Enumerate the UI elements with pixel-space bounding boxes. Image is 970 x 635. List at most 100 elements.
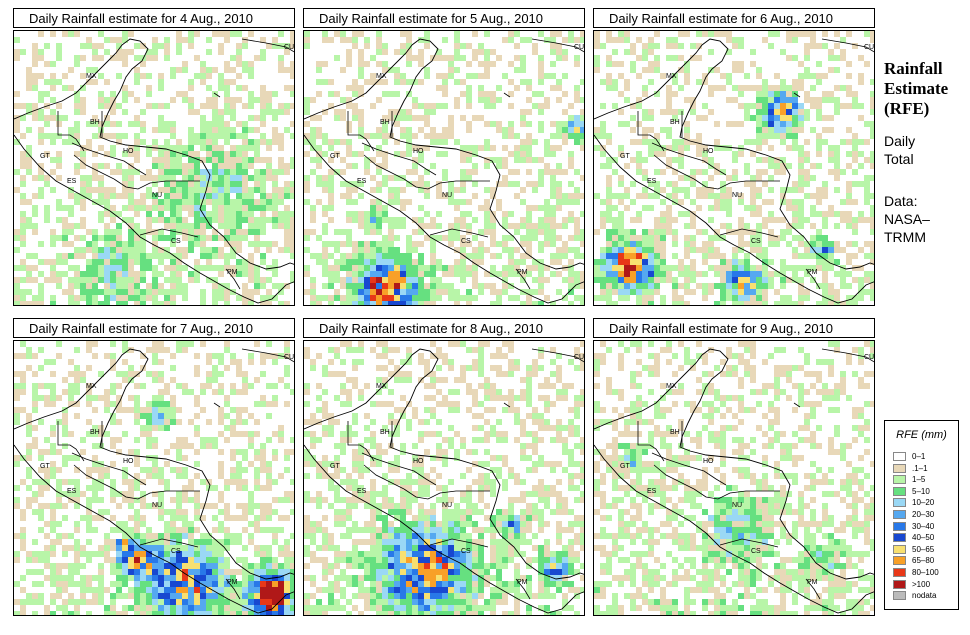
rainfall-cell — [44, 217, 50, 223]
rainfall-cell — [346, 289, 352, 295]
rainfall-cell — [20, 301, 26, 305]
rainfall-cell — [418, 289, 424, 295]
rainfall-cell — [418, 37, 424, 43]
rainfall-cell — [678, 283, 684, 289]
rainfall-cell — [708, 31, 714, 37]
rainfall-cell — [310, 133, 316, 139]
rainfall-cell — [278, 109, 284, 115]
rainfall-cell — [86, 527, 92, 533]
rainfall-cell — [568, 235, 574, 241]
rainfall-cell — [834, 289, 840, 295]
rainfall-cell — [242, 301, 248, 305]
rainfall-cell — [260, 103, 266, 109]
rainfall-cell — [406, 265, 412, 271]
rainfall-cell — [490, 157, 496, 163]
rainfall-cell — [62, 259, 68, 265]
rainfall-cell — [104, 115, 110, 121]
rainfall-cell — [630, 181, 636, 187]
rainfall-cell — [128, 295, 134, 301]
rainfall-cell — [478, 205, 484, 211]
rainfall-cell — [254, 187, 260, 193]
rainfall-cell — [236, 419, 242, 425]
rainfall-cell — [406, 235, 412, 241]
rainfall-cell — [418, 295, 424, 301]
rainfall-cell — [140, 533, 146, 539]
rainfall-cell — [20, 353, 26, 359]
rainfall-cell — [556, 133, 562, 139]
rainfall-cell — [358, 193, 364, 199]
rainfall-cell — [550, 253, 556, 259]
rainfall-cell — [50, 599, 56, 605]
rainfall-cell — [128, 229, 134, 235]
rainfall-cell — [236, 461, 242, 467]
rainfall-cell — [194, 473, 200, 479]
rainfall-cell — [328, 169, 334, 175]
rainfall-cell — [364, 211, 370, 217]
rainfall-cell — [556, 271, 562, 277]
rainfall-cell — [328, 277, 334, 283]
rainfall-cell — [116, 247, 122, 253]
rainfall-cell — [460, 295, 466, 301]
rainfall-cell — [92, 241, 98, 247]
rainfall-cell — [92, 235, 98, 241]
rainfall-cell — [526, 265, 532, 271]
rainfall-cell — [92, 283, 98, 289]
rainfall-cell — [580, 127, 584, 133]
rainfall-cell — [756, 169, 762, 175]
rainfall-cell — [218, 557, 224, 563]
rainfall-cell — [612, 247, 618, 253]
rainfall-cell — [92, 43, 98, 49]
rainfall-cell — [612, 85, 618, 91]
rainfall-cell — [200, 103, 206, 109]
rainfall-cell — [248, 289, 254, 295]
rainfall-cell — [556, 371, 562, 377]
rainfall-cell — [56, 55, 62, 61]
rainfall-cell — [218, 353, 224, 359]
rainfall-cell — [44, 533, 50, 539]
rainfall-cell — [454, 31, 460, 37]
rainfall-cell — [358, 211, 364, 217]
rainfall-cell — [122, 49, 128, 55]
rainfall-cell — [382, 139, 388, 145]
rainfall-cell — [544, 37, 550, 43]
rainfall-cell — [606, 271, 612, 277]
rainfall-cell — [218, 235, 224, 241]
rainfall-cell — [768, 133, 774, 139]
rainfall-cell — [116, 371, 122, 377]
rainfall-cell — [822, 97, 828, 103]
rainfall-cell — [122, 55, 128, 61]
rainfall-cell — [744, 103, 750, 109]
rainfall-cell — [762, 127, 768, 133]
rainfall-cell — [798, 187, 804, 193]
rainfall-cell — [436, 347, 442, 353]
rainfall-cell — [98, 551, 104, 557]
rainfall-cell — [756, 265, 762, 271]
rainfall-cell — [20, 515, 26, 521]
rainfall-cell — [846, 283, 852, 289]
rainfall-cell — [550, 229, 556, 235]
rainfall-cell — [388, 241, 394, 247]
rainfall-cell — [158, 539, 164, 545]
rainfall-cell — [630, 61, 636, 67]
rainfall-cell — [236, 133, 242, 139]
rainfall-cell — [290, 277, 294, 283]
rainfall-cell — [478, 353, 484, 359]
rainfall-cell — [430, 235, 436, 241]
rainfall-cell — [406, 127, 412, 133]
rainfall-cell — [792, 211, 798, 217]
rainfall-cell — [140, 467, 146, 473]
rainfall-cell — [38, 527, 44, 533]
rainfall-cell — [858, 277, 864, 283]
rainfall-cell — [218, 43, 224, 49]
rainfall-cell — [750, 277, 756, 283]
rainfall-cell — [418, 229, 424, 235]
rainfall-cell — [128, 121, 134, 127]
rainfall-cell — [38, 31, 44, 37]
rainfall-cell — [864, 289, 870, 295]
rainfall-cell — [14, 419, 20, 425]
rainfall-cell — [370, 187, 376, 193]
rainfall-cell — [62, 253, 68, 259]
rainfall-cell — [272, 449, 278, 455]
rainfall-cell — [74, 611, 80, 615]
